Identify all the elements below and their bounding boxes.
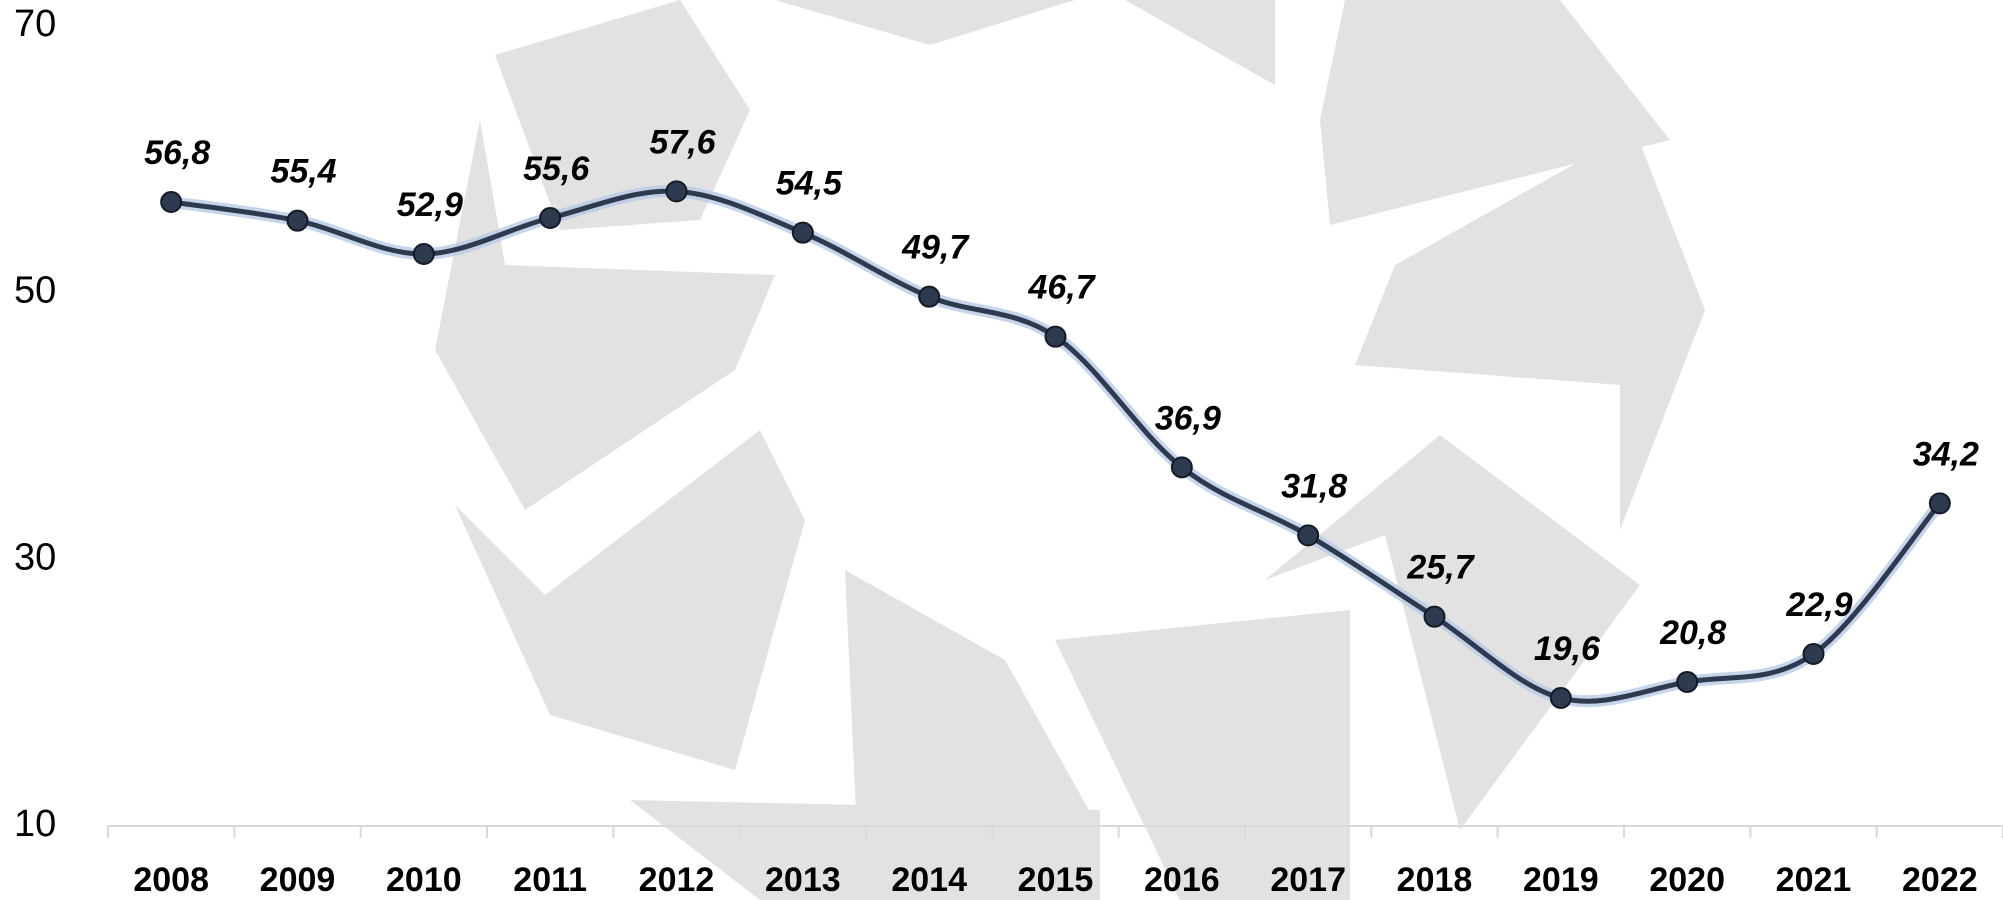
marker	[1170, 456, 1193, 479]
marker	[1928, 492, 1951, 515]
value-label: 19,6	[1534, 630, 1601, 668]
marker	[160, 191, 183, 213]
value-label: 25,7	[1406, 549, 1475, 587]
value-label: 57,6	[649, 123, 716, 161]
value-label: 20,8	[1659, 614, 1726, 652]
value-label: 54,5	[776, 165, 843, 203]
value-label: 34,2	[1913, 435, 1979, 473]
value-label: 36,9	[1155, 399, 1221, 437]
marker	[1297, 524, 1320, 547]
value-label: 55,6	[523, 150, 590, 188]
marker	[1802, 643, 1825, 665]
y-tick-label: 50	[14, 270, 56, 312]
value-label: 55,4	[270, 153, 336, 191]
watermark-shape	[1320, 0, 1670, 225]
marker	[286, 209, 309, 232]
watermark-shape	[1055, 610, 1350, 900]
value-label: 31,8	[1281, 467, 1347, 505]
marker	[1044, 325, 1067, 348]
x-tick-label: 2014	[891, 861, 967, 899]
marker	[412, 243, 435, 265]
marker	[1676, 671, 1699, 693]
x-tick-label: 2022	[1902, 861, 1978, 899]
value-label: 46,7	[1027, 269, 1096, 307]
x-tick-label: 2020	[1649, 861, 1725, 899]
x-tick-label: 2009	[260, 861, 336, 899]
marker	[791, 221, 814, 244]
x-tick-label: 2016	[1144, 861, 1220, 899]
watermark-shape	[455, 430, 805, 770]
y-tick-label: 30	[14, 536, 56, 578]
watermark-shape	[1125, 0, 1275, 85]
y-tick-label: 10	[14, 803, 56, 845]
x-tick-label: 2008	[133, 861, 209, 899]
watermark-shape	[1355, 130, 1705, 530]
watermark-shape	[435, 120, 775, 510]
x-tick-label: 2010	[386, 861, 462, 899]
x-tick-label: 2018	[1397, 861, 1473, 899]
marker	[1549, 687, 1572, 709]
x-tick-label: 2017	[1270, 861, 1346, 899]
watermark-shape	[495, 0, 750, 230]
watermark	[435, 0, 1705, 900]
value-label: 22,9	[1785, 586, 1852, 624]
y-tick-label: 70	[14, 3, 56, 45]
value-label: 49,7	[901, 229, 970, 267]
marker	[539, 207, 562, 229]
watermark-shape	[775, 0, 1075, 45]
value-label: 52,9	[397, 186, 463, 224]
marker	[665, 180, 688, 203]
x-tick-label: 2015	[1018, 861, 1094, 899]
line	[170, 188, 1942, 704]
marker	[918, 285, 941, 308]
marker	[1423, 605, 1446, 628]
x-tick-label: 2012	[639, 861, 715, 899]
value-label: 56,8	[144, 134, 210, 172]
x-tick-label: 2011	[513, 861, 587, 899]
x-tick-label: 2013	[765, 861, 841, 899]
x-tick-label: 2019	[1523, 861, 1599, 899]
x-tick-label: 2021	[1776, 861, 1852, 899]
